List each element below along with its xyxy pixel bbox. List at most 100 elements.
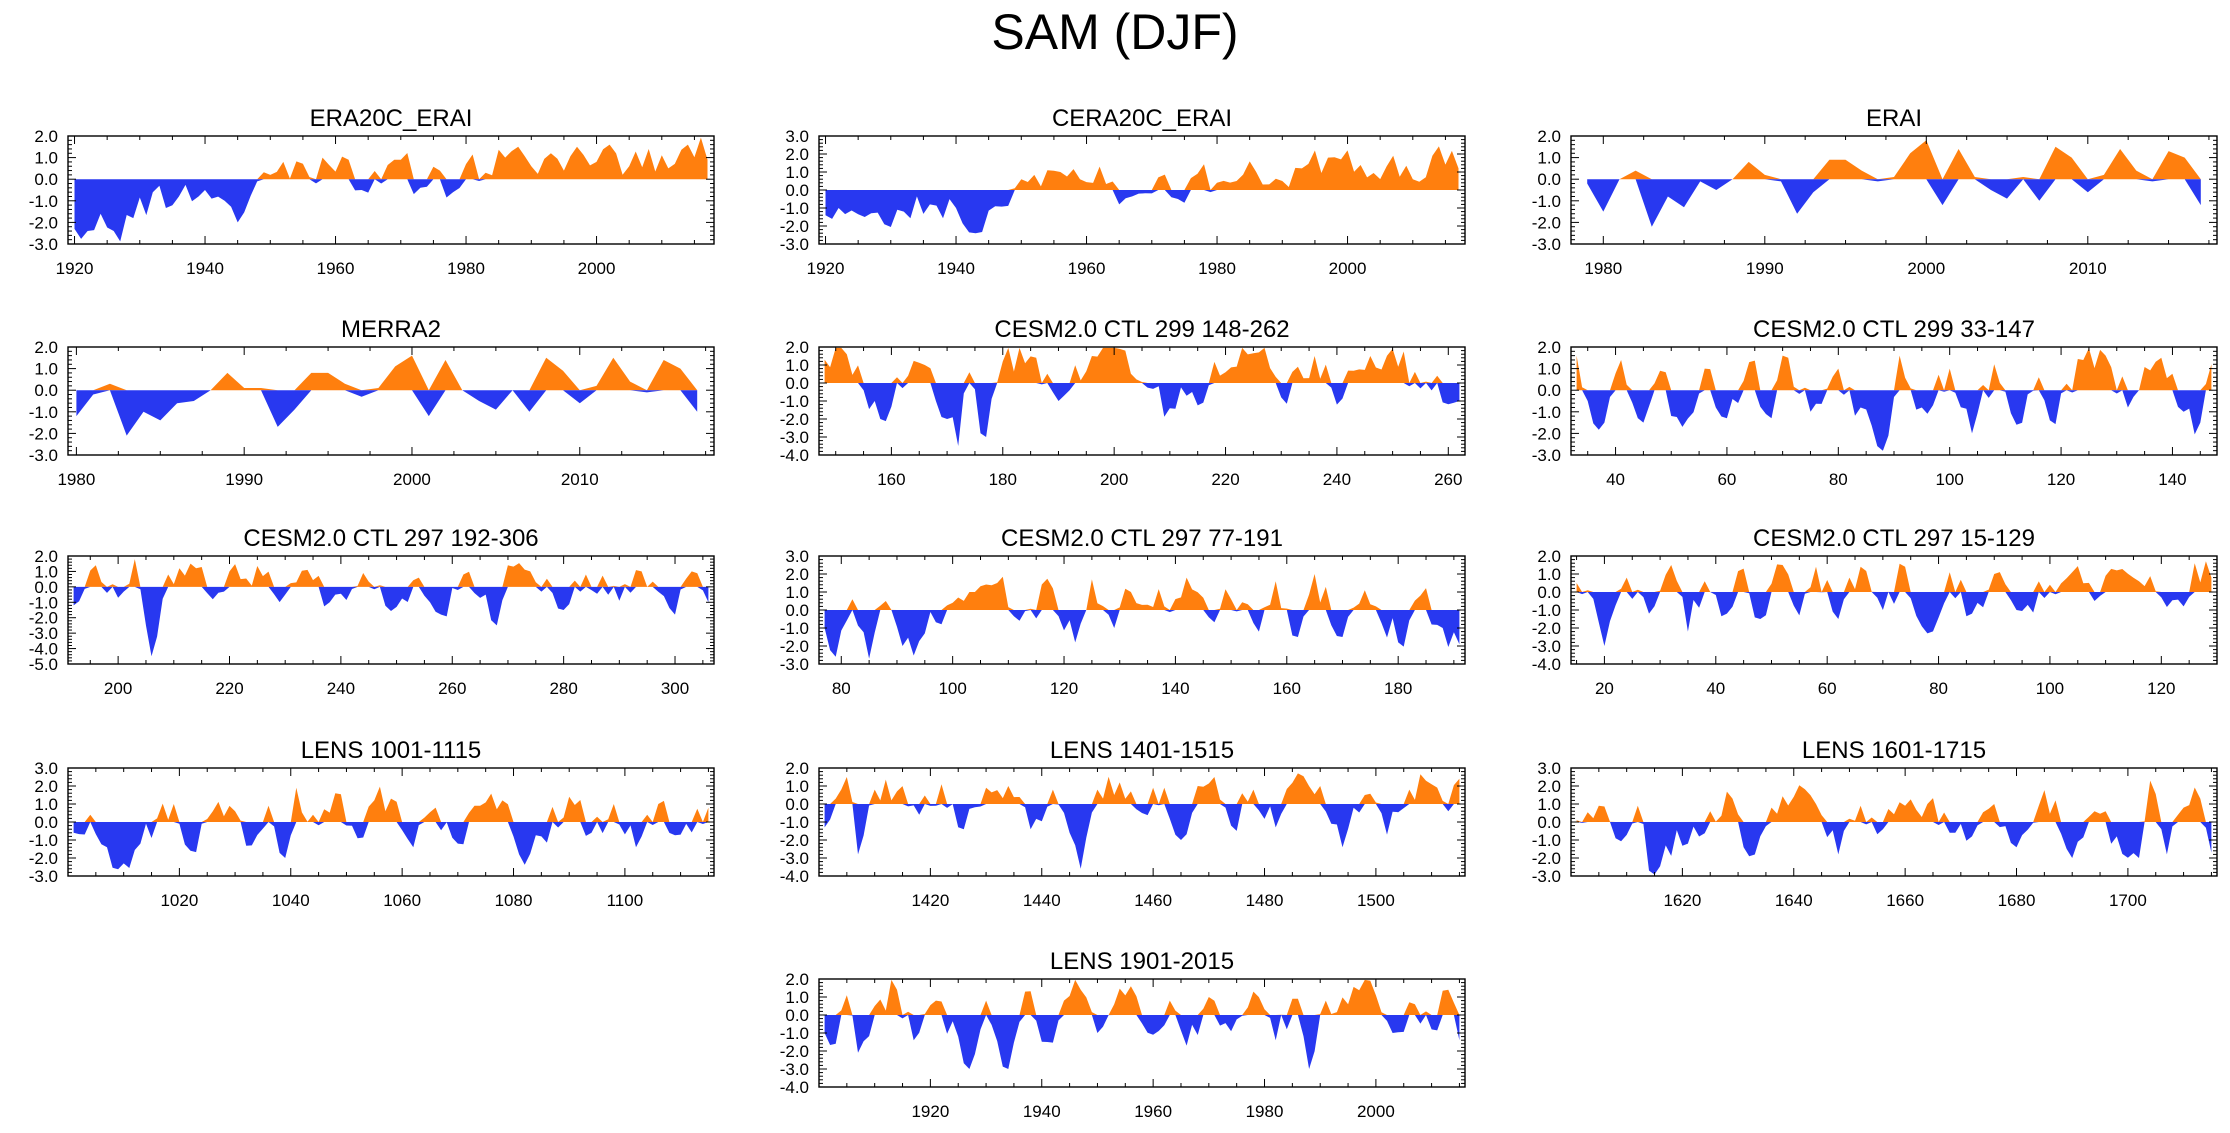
x-tick-label: 2000 xyxy=(578,259,616,278)
y-tick-label: -1.0 xyxy=(1532,601,1561,620)
x-tick-label: 1100 xyxy=(607,891,644,910)
y-tick-label: 2.0 xyxy=(1537,777,1561,796)
y-tick-label: 1.0 xyxy=(34,360,58,379)
positive-anomaly-area xyxy=(73,559,709,587)
x-tick-label: 40 xyxy=(1706,679,1725,698)
y-tick-label: -1.0 xyxy=(1532,831,1561,850)
x-tick-label: 80 xyxy=(1929,679,1948,698)
y-tick-label: 1.0 xyxy=(785,988,809,1007)
x-tick-label: 200 xyxy=(104,679,132,698)
x-tick-label: 220 xyxy=(215,679,243,698)
sam-panel: CESM2.0 CTL 297 77-191 -3.0-2.0-1.00.01.0… xyxy=(780,525,1466,698)
y-tick-label: -3.0 xyxy=(1532,235,1561,254)
panel-title: ERA20C_ERAI xyxy=(310,105,473,132)
y-tick-label: -1.0 xyxy=(780,813,809,832)
y-tick-label: -1.0 xyxy=(780,619,809,638)
positive-anomaly-area xyxy=(1587,140,2201,180)
y-tick-label: -3.0 xyxy=(1532,867,1561,886)
y-tick-label: 1.0 xyxy=(785,163,809,182)
sam-panel: CESM2.0 CTL 299 33-147 -3.0 -2.0 -1.0 0.0 1.0… xyxy=(1532,316,2218,489)
y-tick-label: -4.0 xyxy=(780,446,809,465)
positive-anomaly-area xyxy=(74,137,708,180)
sam-panel: ERAI -3.0 -2.0 -1.0 0.0 1.0 2.0 1980 1990 2000 201… xyxy=(1532,105,2218,278)
x-tick-label: 1680 xyxy=(1998,891,2036,910)
plot-frame xyxy=(1570,135,2218,245)
x-tick-label: 1080 xyxy=(495,891,533,910)
y-tick-label: 1.0 xyxy=(1537,795,1561,814)
x-tick-label: 2000 xyxy=(1907,259,1945,278)
y-tick-label: 1.0 xyxy=(1537,565,1561,584)
x-tick-label: 60 xyxy=(1818,679,1837,698)
y-tick-label: 0.0 xyxy=(1537,170,1561,189)
plot-frame xyxy=(67,555,715,665)
y-tick-label: -2.0 xyxy=(780,637,809,656)
y-tick-label: 2.0 xyxy=(34,547,58,566)
y-tick-label: 0.0 xyxy=(1537,583,1561,602)
x-tick-label: 1040 xyxy=(272,891,310,910)
x-tick-label: 160 xyxy=(877,470,905,489)
y-tick-label: 2.0 xyxy=(785,970,809,989)
x-tick-label: 40 xyxy=(1606,470,1625,489)
y-tick-label: -1.0 xyxy=(29,831,58,850)
y-tick-label: -1.0 xyxy=(780,1024,809,1043)
x-tick-label: 1980 xyxy=(1246,1102,1284,1121)
y-tick-label: 1.0 xyxy=(785,583,809,602)
positive-anomaly-area xyxy=(824,979,1460,1015)
x-tick-label: 1980 xyxy=(447,259,485,278)
y-tick-label: 1.0 xyxy=(34,149,58,168)
y-tick-label: 2.0 xyxy=(1537,127,1561,146)
y-tick-label: -2.0 xyxy=(1532,619,1561,638)
y-tick-label: -3.0 xyxy=(780,849,809,868)
y-tick-label: -2.0 xyxy=(1532,849,1561,868)
x-tick-label: 1980 xyxy=(57,470,95,489)
x-tick-label: 180 xyxy=(989,470,1017,489)
y-tick-label: -3.0 xyxy=(1532,637,1561,656)
sam-panel: CESM2.0 CTL 297 15-129 -4.0-3.0-2.0-1.00.… xyxy=(1532,525,2218,698)
negative-anomaly-area xyxy=(1576,390,2212,451)
x-tick-label: 2000 xyxy=(1357,1102,1395,1121)
x-tick-label: 200 xyxy=(1100,470,1128,489)
x-tick-label: 1700 xyxy=(2109,891,2147,910)
x-tick-label: 1980 xyxy=(1198,259,1236,278)
panel-title: CESM2.0 CTL 299 148-262 xyxy=(994,316,1289,343)
y-tick-label: 0.0 xyxy=(34,170,58,189)
panel-title: LENS 1401-1515 xyxy=(1050,737,1234,764)
y-tick-label: 1.0 xyxy=(1537,149,1561,168)
x-tick-label: 100 xyxy=(1936,470,1964,489)
y-tick-label: -4.0 xyxy=(780,867,809,886)
plot-frame xyxy=(818,767,1466,877)
sam-panel: CERA20C_ERAI -3.0-2.0-1.00.01.02.03.0 1920… xyxy=(780,105,1466,278)
y-tick-label: 2.0 xyxy=(34,127,58,146)
panel-title: MERRA2 xyxy=(341,316,441,343)
y-tick-label: -3.0 xyxy=(29,446,58,465)
y-tick-label: 3.0 xyxy=(785,547,809,566)
figure-title: SAM (DJF) xyxy=(991,4,1239,60)
y-tick-label: 0.0 xyxy=(1537,813,1561,832)
y-tick-label: -2.0 xyxy=(29,213,58,232)
y-tick-label: -3.0 xyxy=(780,428,809,447)
panel-title: CESM2.0 CTL 297 192-306 xyxy=(243,525,538,552)
negative-anomaly-area xyxy=(824,383,1460,446)
plot-frame xyxy=(1570,346,2218,456)
y-tick-label: -2.0 xyxy=(780,410,809,429)
sam-panel: MERRA2 -3.0 -2.0 -1.0 0.0 1.0 2.0 1980 1990 2000 2… xyxy=(29,316,715,489)
y-tick-label: -2.0 xyxy=(29,424,58,443)
x-tick-label: 120 xyxy=(2147,679,2175,698)
y-tick-label: -2.0 xyxy=(29,849,58,868)
x-tick-label: 180 xyxy=(1384,679,1412,698)
y-tick-label: 0.0 xyxy=(34,813,58,832)
panel-title: CESM2.0 CTL 299 33-147 xyxy=(1753,316,2035,343)
y-tick-label: -2.0 xyxy=(780,217,809,236)
panel-title: CERA20C_ERAI xyxy=(1052,105,1232,132)
y-tick-label: -2.0 xyxy=(780,1042,809,1061)
x-tick-label: 140 xyxy=(1161,679,1189,698)
y-tick-label: -3.0 xyxy=(29,867,58,886)
y-tick-label: 3.0 xyxy=(34,759,58,778)
y-tick-label: -3.0 xyxy=(780,235,809,254)
x-tick-label: 1440 xyxy=(1023,891,1061,910)
sam-panel: LENS 1601-1715 -3.0-2.0-1.00.01.02.03.0 16… xyxy=(1532,737,2218,910)
y-tick-label: -3.0 xyxy=(29,235,58,254)
y-tick-label: 2.0 xyxy=(785,145,809,164)
